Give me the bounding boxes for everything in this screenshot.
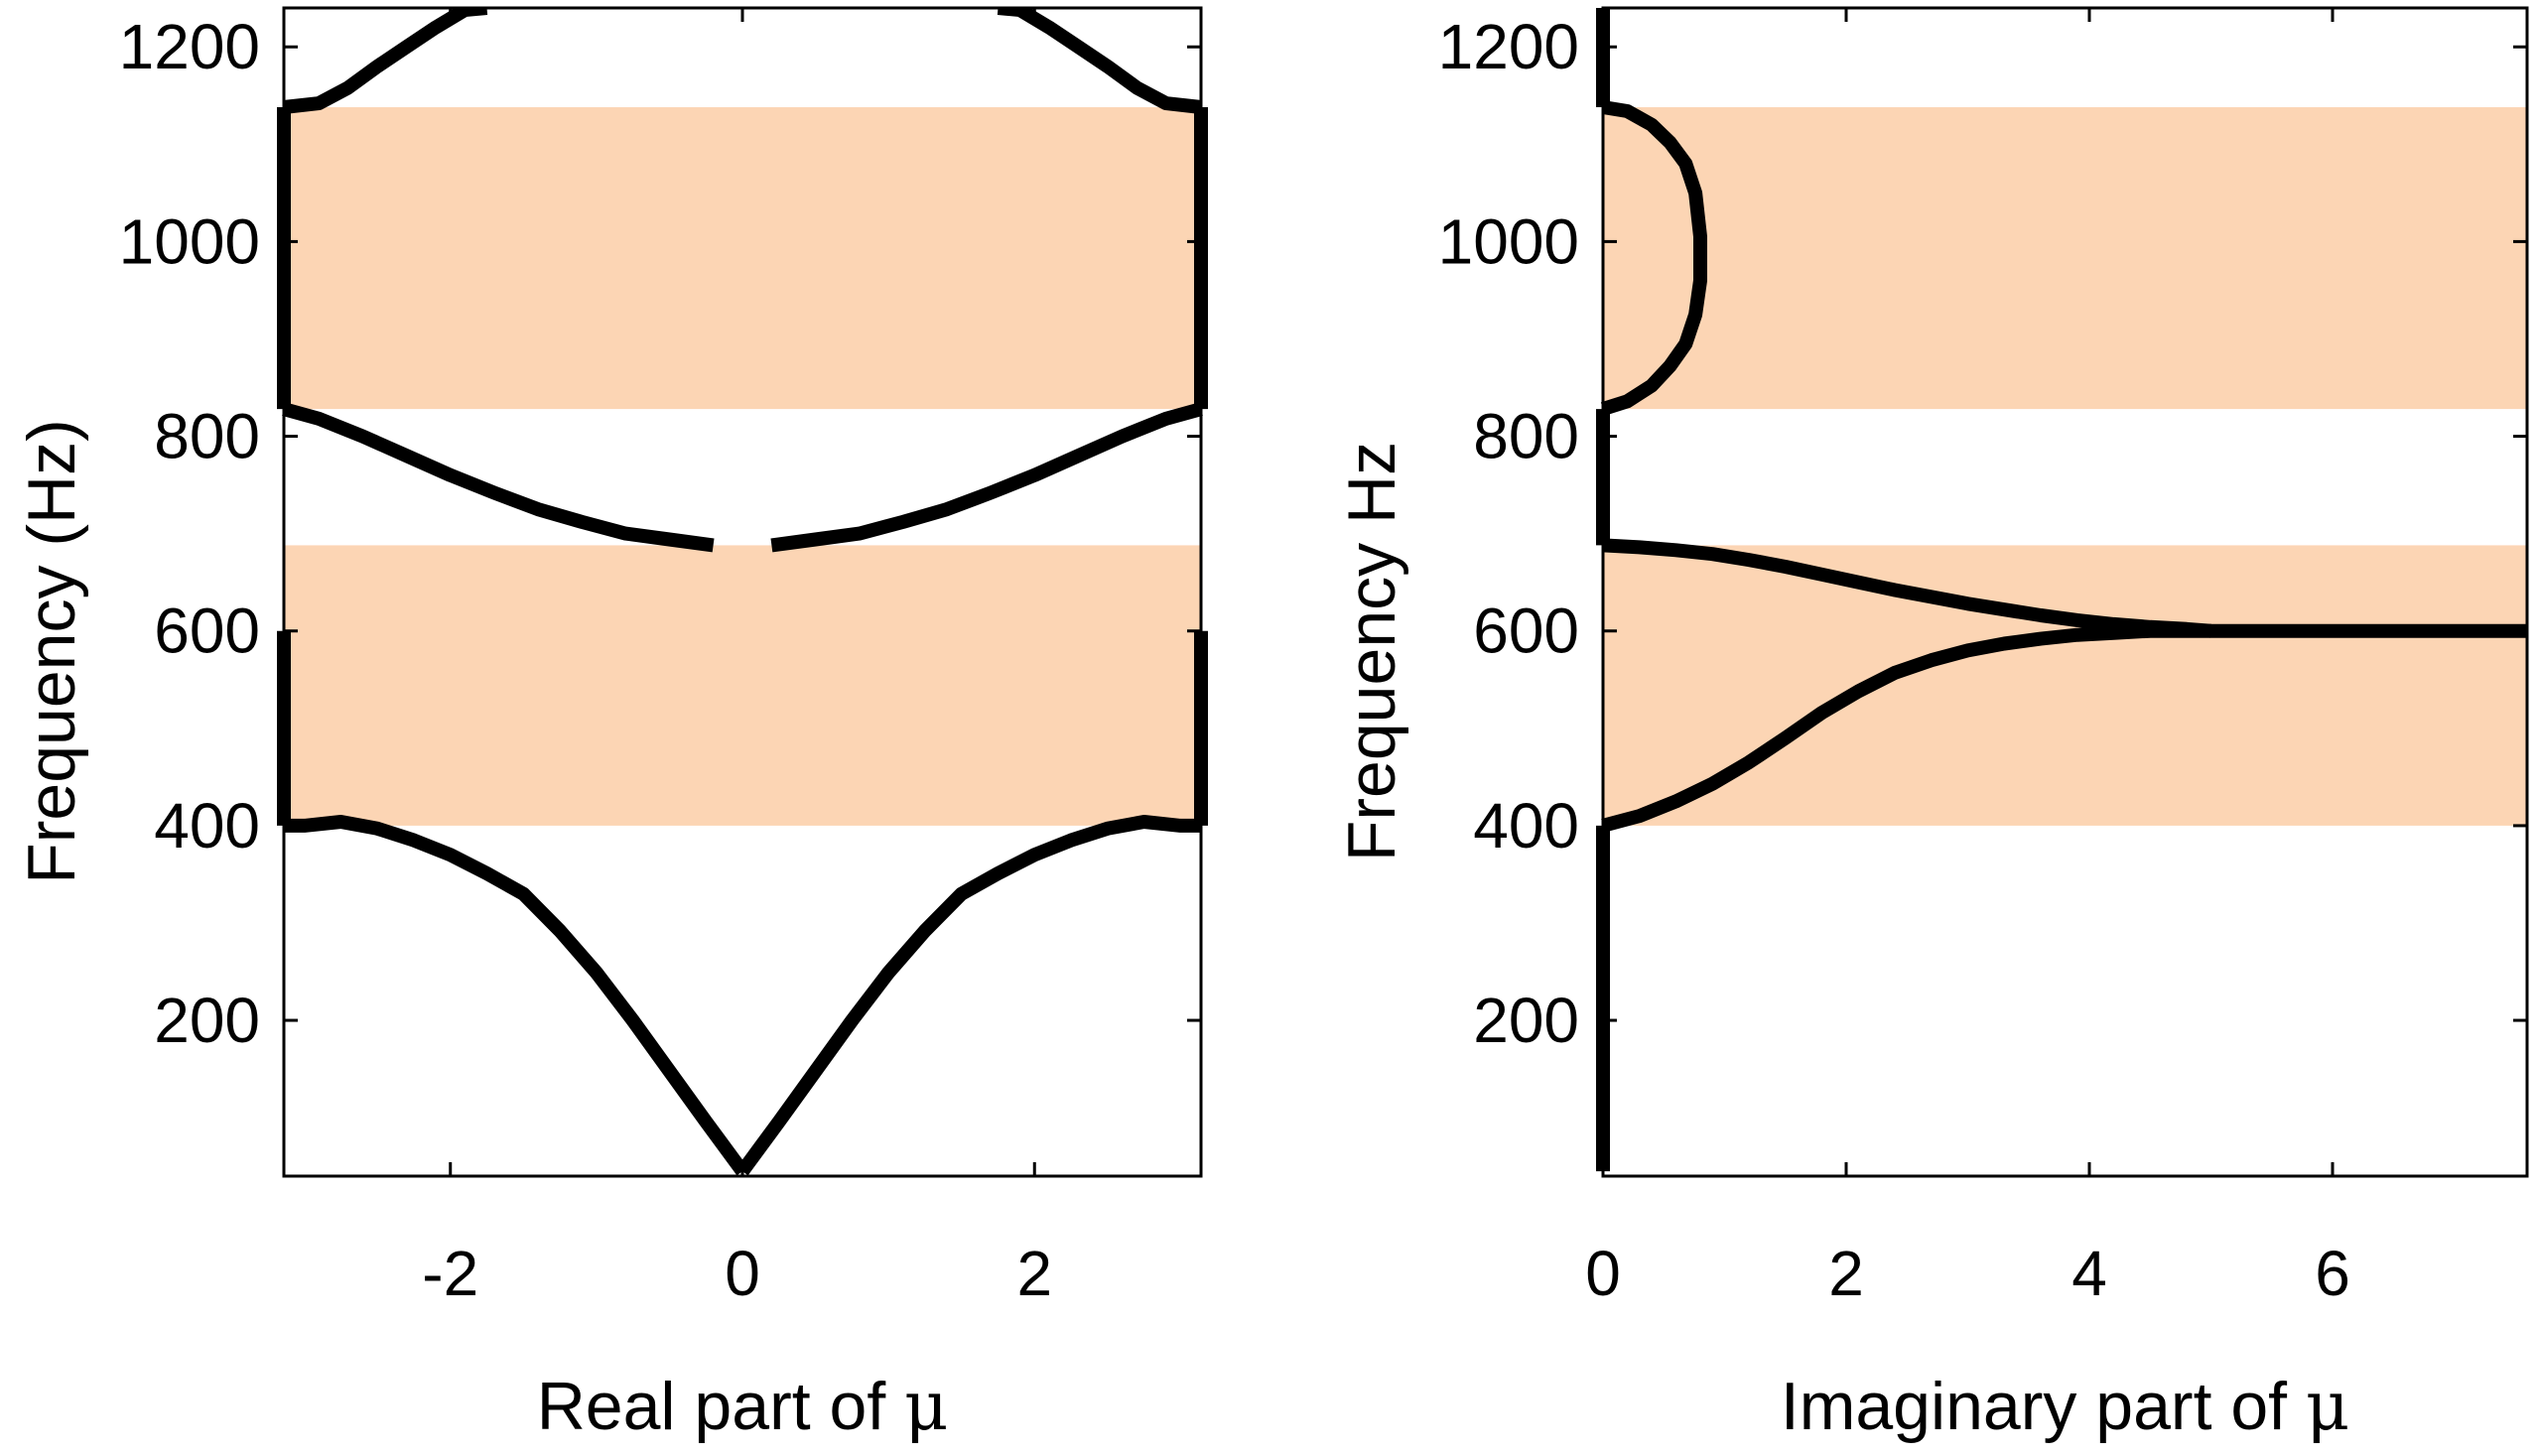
x-tick-label: 0: [725, 1238, 760, 1309]
x-axis-label-symbol: μ: [904, 1368, 948, 1446]
dispersion-curve-3: [1602, 538, 2212, 638]
right-panel-imaginary-part: 200 400 600 800 1000 1200 0 2 4 6 Frequency Hz Imag…: [1334, 6, 2529, 1446]
x-tick-label: 2: [1016, 1238, 1052, 1309]
x-axis-label-text: Real part of: [537, 1369, 904, 1444]
x-axis-label-text: Imaginary part of: [1781, 1369, 2306, 1444]
x-axis-label-symbol: μ: [2306, 1368, 2349, 1446]
dispersion-curve-6: [1600, 100, 1707, 416]
band-gap-2: [284, 107, 1201, 410]
y-axis-label: Frequency (Hz): [14, 419, 89, 884]
band-gap-2: [1603, 107, 2527, 410]
y-tick-label: 600: [1473, 596, 1579, 667]
dispersion-curve-6: [282, 402, 715, 553]
y-tick-label: 400: [154, 790, 260, 861]
y-tick-label: 200: [154, 985, 260, 1056]
plot-frame: [1601, 6, 2529, 1178]
band-gap-1: [284, 545, 1201, 826]
y-tick-label: 200: [1473, 985, 1579, 1056]
x-tick-label: -2: [422, 1238, 478, 1309]
y-tick-label: 800: [1473, 401, 1579, 472]
series-group: [277, 8, 1208, 1176]
dispersion-curve-1: [736, 815, 1201, 1176]
dispersion-curve-2: [1601, 623, 2211, 833]
y-tick-label: 1000: [1438, 205, 1579, 277]
band-gap-1: [1603, 545, 2527, 826]
y-tick-label: 1200: [1438, 11, 1579, 82]
y-tick-label: 400: [1473, 790, 1579, 861]
y-tick-label: 600: [154, 596, 260, 667]
left-panel-real-part: 200 400 600 800 1000 1200 -2 0 2 Frequency (Hz) Re…: [14, 6, 1208, 1446]
x-tick-label: 2: [1828, 1238, 1864, 1309]
dispersion-curve-9: [997, 8, 1202, 114]
y-axis-label: Frequency Hz: [1334, 442, 1409, 861]
y-tick-label: 1000: [119, 205, 260, 277]
y-tick-label: 800: [154, 401, 260, 472]
x-tick-label: 0: [1585, 1238, 1621, 1309]
x-axis-label: Imaginary part of μ: [1781, 1368, 2349, 1446]
y-tick-label: 1200: [119, 11, 260, 82]
dispersion-curve-10: [283, 8, 488, 114]
x-axis-label: Real part of μ: [537, 1368, 949, 1446]
series-group: [1596, 8, 2527, 1172]
dispersion-curve-5: [770, 402, 1203, 553]
x-tick-label: 4: [2071, 1238, 2107, 1309]
x-tick-label: 6: [2315, 1238, 2350, 1309]
dispersion-curve-2: [284, 815, 748, 1176]
